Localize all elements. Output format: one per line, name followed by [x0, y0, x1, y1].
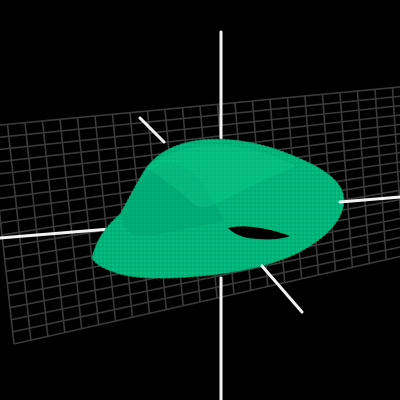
grid-line: [12, 246, 400, 333]
axes-back: [0, 30, 223, 240]
surface-fold-shade: [120, 163, 224, 237]
mobius-surface[interactable]: [91, 138, 345, 279]
y-axis-front: [260, 264, 304, 314]
x-axis-right: [338, 195, 400, 204]
axes-front: [219, 195, 400, 400]
surface-fold-highlight: [146, 145, 296, 207]
grid-line: [13, 255, 400, 345]
surface-hole: [228, 226, 290, 240]
grid-line: [0, 86, 400, 126]
grid-line: [0, 95, 400, 139]
grid-line: [11, 236, 400, 321]
y-axis-back: [138, 116, 166, 144]
x-axis-left: [0, 227, 112, 240]
grid-line: [0, 104, 400, 151]
grid-line: [0, 114, 400, 163]
